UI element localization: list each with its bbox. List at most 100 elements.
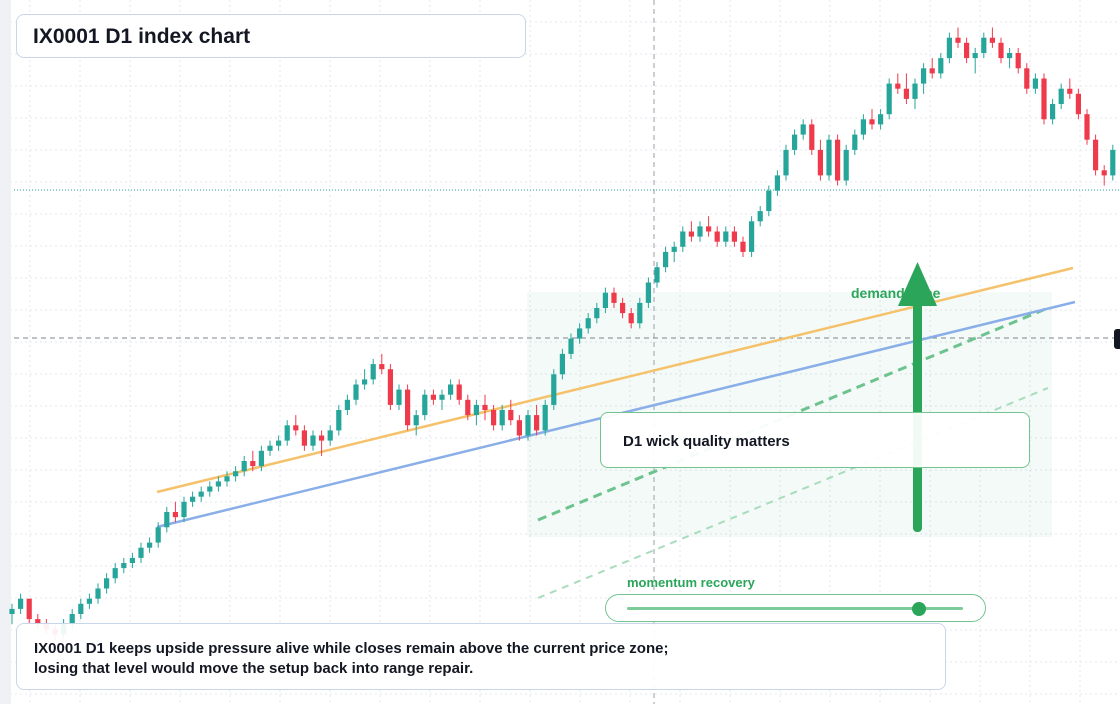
candle-body[interactable] [946, 37, 952, 59]
candle-body[interactable] [499, 410, 505, 426]
candle-body[interactable] [1110, 149, 1116, 176]
candle-body[interactable] [198, 491, 204, 497]
candle-body[interactable] [491, 410, 497, 426]
candle-body[interactable] [852, 134, 858, 150]
candle-body[interactable] [783, 149, 789, 176]
candle-body[interactable] [594, 308, 600, 319]
candle-body[interactable] [78, 603, 84, 614]
candle-body[interactable] [697, 226, 703, 237]
candle-body[interactable] [9, 608, 15, 614]
candle-body[interactable] [448, 384, 454, 395]
candle-body[interactable] [129, 557, 135, 563]
candle-body[interactable] [1050, 104, 1056, 120]
candle-body[interactable] [774, 175, 780, 191]
candle-body[interactable] [706, 226, 712, 232]
candle-body[interactable] [766, 190, 772, 212]
candle-body[interactable] [456, 384, 462, 400]
candle-body[interactable] [688, 231, 694, 237]
candle-body[interactable] [181, 501, 187, 518]
candle-body[interactable] [405, 389, 411, 426]
candle-body[interactable] [482, 404, 488, 410]
candle-body[interactable] [757, 211, 763, 222]
candle-body[interactable] [413, 415, 419, 426]
candle-body[interactable] [439, 394, 445, 400]
candle-body[interactable] [310, 435, 316, 446]
candle-body[interactable] [18, 598, 24, 609]
candle-body[interactable] [327, 430, 333, 441]
candle-body[interactable] [886, 83, 892, 115]
candle-body[interactable] [241, 461, 247, 472]
candle-body[interactable] [860, 119, 866, 135]
candle-body[interactable] [903, 88, 909, 99]
candle-body[interactable] [1024, 68, 1030, 89]
candle-body[interactable] [276, 440, 282, 446]
candle-body[interactable] [551, 374, 557, 405]
candle-body[interactable] [714, 231, 720, 242]
candle-body[interactable] [938, 58, 944, 74]
candle-body[interactable] [800, 124, 806, 135]
candle-body[interactable] [86, 598, 92, 604]
candle-body[interactable] [620, 302, 626, 314]
candle-body[interactable] [869, 119, 875, 125]
candle-body[interactable] [654, 267, 660, 283]
candle-body[interactable] [353, 384, 359, 400]
candle-body[interactable] [1032, 78, 1038, 89]
candle-body[interactable] [69, 614, 75, 625]
slider-track[interactable] [627, 607, 963, 610]
candle-body[interactable] [138, 547, 144, 558]
candle-body[interactable] [104, 578, 110, 589]
candle-body[interactable] [559, 353, 565, 375]
candle-body[interactable] [1058, 88, 1064, 104]
candle-body[interactable] [207, 486, 213, 492]
slider-handle[interactable] [912, 602, 927, 616]
candle-body[interactable] [224, 476, 230, 482]
candle-body[interactable] [740, 241, 746, 252]
candle-body[interactable] [430, 394, 436, 400]
candle-body[interactable] [121, 563, 127, 569]
candle-body[interactable] [293, 425, 299, 431]
candle-body[interactable] [843, 149, 849, 181]
candle-body[interactable] [964, 42, 970, 59]
candle-body[interactable] [955, 37, 961, 43]
candle-body[interactable] [671, 246, 677, 252]
candle-body[interactable] [172, 512, 178, 518]
candle-body[interactable] [895, 83, 901, 89]
candle-body[interactable] [1075, 93, 1081, 115]
candle-body[interactable] [912, 83, 918, 99]
candle-body[interactable] [628, 313, 634, 324]
candle-body[interactable] [731, 231, 737, 242]
candle-body[interactable] [508, 410, 514, 421]
candle-body[interactable] [465, 399, 471, 416]
candle-body[interactable] [95, 588, 101, 599]
candle-body[interactable] [792, 134, 798, 150]
candle-body[interactable] [568, 338, 574, 354]
candle-body[interactable] [542, 404, 548, 431]
candle-body[interactable] [379, 364, 385, 370]
candle-body[interactable] [981, 37, 987, 53]
candle-body[interactable] [723, 231, 729, 242]
candle-body[interactable] [370, 364, 376, 380]
candle-body[interactable] [233, 471, 239, 477]
candle-body[interactable] [663, 251, 669, 268]
candle-body[interactable] [835, 139, 841, 181]
candle-body[interactable] [362, 379, 368, 385]
candle-body[interactable] [1101, 170, 1107, 176]
candle-body[interactable] [1093, 139, 1099, 171]
candle-body[interactable] [585, 318, 591, 329]
candle-body[interactable] [817, 149, 823, 176]
candle-body[interactable] [112, 568, 118, 579]
candle-body[interactable] [147, 542, 153, 548]
candle-body[interactable] [250, 461, 256, 467]
candle-body[interactable] [637, 302, 643, 324]
candle-body[interactable] [878, 114, 884, 125]
candle-body[interactable] [319, 435, 325, 441]
candle-body[interactable] [921, 68, 927, 84]
candle-body[interactable] [516, 420, 522, 436]
candle-body[interactable] [155, 527, 161, 543]
candle-body[interactable] [267, 445, 273, 451]
candle-body[interactable] [525, 415, 531, 436]
candle-body[interactable] [645, 282, 651, 303]
candle-body[interactable] [284, 425, 290, 441]
candle-body[interactable] [680, 231, 686, 247]
candle-body[interactable] [602, 292, 608, 308]
